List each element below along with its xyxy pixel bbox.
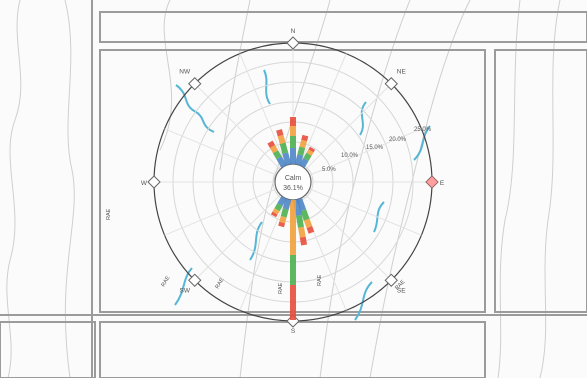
spoke [292, 83, 392, 183]
contour-line [6, 0, 22, 378]
wind-sector-segment [299, 139, 308, 149]
wind-sector-segment [282, 152, 292, 166]
spoke [164, 181, 294, 236]
se-label: SE [397, 287, 406, 294]
road-label: RAE [317, 274, 323, 286]
nw-marker-icon [188, 77, 202, 91]
wind-sector-segment [290, 200, 296, 255]
wind-sector-segment [279, 142, 289, 154]
spoke [239, 53, 294, 183]
wind-sector-segment [270, 211, 278, 218]
spoke [239, 181, 294, 311]
wind-sector-segment [269, 144, 279, 154]
contour-line [497, 0, 521, 378]
river-line [249, 221, 263, 261]
spoke [292, 181, 422, 236]
wind-sector-segment [279, 215, 287, 224]
wind-sector-segment [295, 214, 304, 228]
ring-label: 15.0% [366, 145, 384, 151]
ring-label: 10.0% [341, 153, 359, 159]
spoke [194, 83, 294, 183]
wind-sector-segment [290, 285, 296, 305]
n-label: N [291, 28, 296, 35]
wind-sector-segment [277, 196, 287, 207]
wind-sector-segment [306, 149, 314, 156]
road-label: RAE [215, 277, 226, 290]
wind-rose [147, 36, 439, 328]
river-line [174, 267, 193, 306]
wind-sector-segment [278, 221, 286, 228]
road-label: RAE [161, 275, 172, 288]
wind-sector-segment [299, 236, 308, 246]
river-line [263, 69, 271, 105]
river-line [373, 201, 385, 233]
nw-label: NW [179, 69, 191, 76]
ring-label: 25.0% [414, 127, 432, 133]
wind-sector-segment [303, 218, 313, 229]
contour-line [159, 0, 173, 151]
wind-sector-segment [300, 209, 310, 221]
contour-line [369, 0, 471, 378]
se-marker-icon [384, 273, 398, 287]
wind-sector-segment [290, 148, 296, 164]
calm-circle [274, 163, 312, 201]
river-line [175, 84, 215, 133]
ring-label: 20.0% [389, 137, 407, 143]
sw-label: SW [179, 287, 190, 294]
wind-sector-segment [301, 134, 309, 142]
wind-sector-segment [276, 156, 287, 168]
east-highlight-icon [426, 176, 438, 188]
wind-sector-segment [274, 203, 283, 212]
contour-line [64, 0, 75, 378]
e-label: E [440, 180, 445, 187]
river-line [354, 281, 373, 321]
block-outline [99, 11, 587, 43]
block-outline [494, 49, 587, 313]
wind-sector-segment [290, 117, 296, 126]
wind-sector-segment [276, 129, 284, 137]
w-marker-icon [147, 175, 161, 189]
calm-label: Calm [285, 175, 302, 182]
w-label: W [141, 180, 148, 187]
wind-sector-segment [280, 208, 289, 218]
wind-sector-segment [308, 146, 316, 153]
river-line [359, 101, 367, 136]
spoke [292, 128, 422, 183]
calm-percent: 36.1% [283, 185, 303, 192]
block-outline [0, 321, 96, 378]
spoke [164, 128, 294, 183]
spoke [292, 181, 392, 281]
contour-line [539, 0, 561, 378]
n-marker-icon [286, 36, 300, 50]
wind-sector-segment [303, 152, 312, 161]
s-label: S [291, 328, 296, 335]
road-label: RAE [106, 208, 112, 220]
wind-sector-segment [267, 140, 276, 148]
sw-marker-icon [188, 273, 202, 287]
wind-sector-segment [298, 226, 306, 238]
ring-label: 5.0% [322, 167, 336, 173]
wind-sector-segment [297, 146, 306, 156]
wind-sector-segment [306, 226, 315, 234]
wind-sector-segment [290, 255, 296, 285]
wind-sector-segment [290, 305, 296, 320]
wind-sector-segment [272, 208, 280, 215]
wind-sector-segment [277, 134, 286, 145]
river-line [413, 125, 431, 161]
road-label: RAE [278, 282, 284, 294]
contour-line [219, 0, 251, 171]
labels-layer: Calm36.1%NSEWNENWSESW5.0%10.0%15.0%20.0%… [106, 28, 445, 335]
spoke [194, 181, 294, 281]
ne-label: NE [397, 69, 407, 76]
wind-sector-segment [290, 126, 296, 136]
ne-marker-icon [384, 77, 398, 91]
wind-sector-segment [299, 157, 309, 168]
wind-sector-segment [272, 150, 282, 160]
wind-sector-segment [290, 136, 296, 148]
spoke [292, 53, 347, 183]
